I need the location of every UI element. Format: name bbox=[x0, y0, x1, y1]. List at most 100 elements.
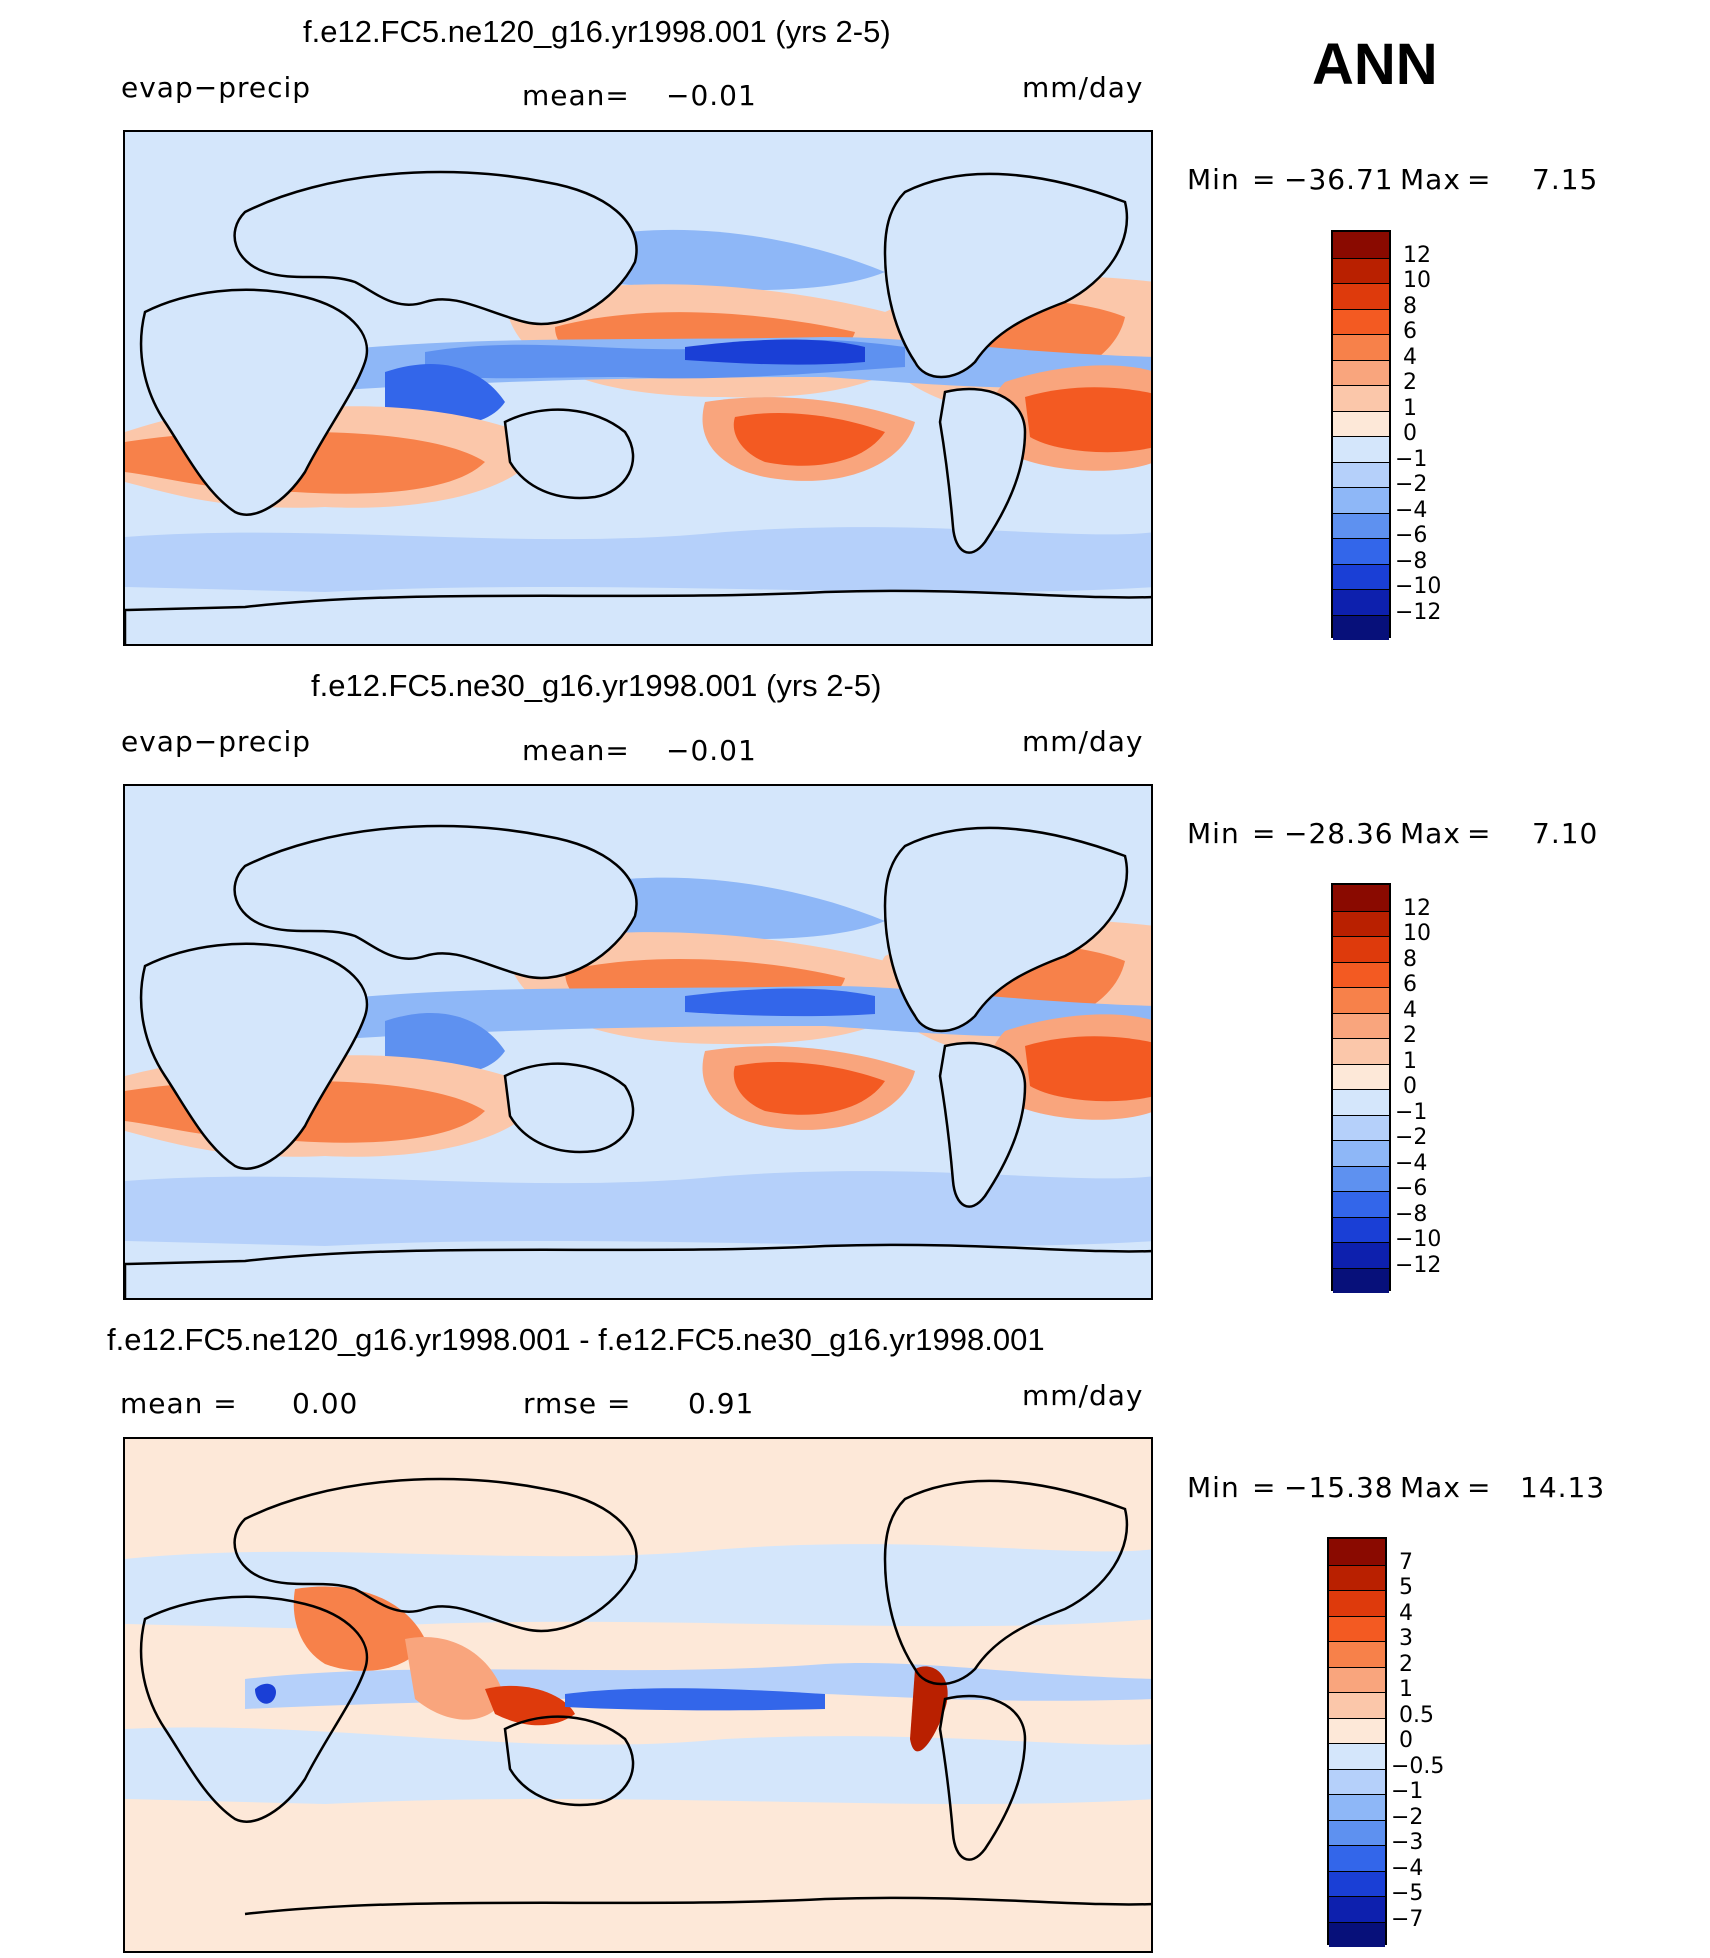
colorbar-segment bbox=[1329, 1666, 1385, 1692]
panel-2-map bbox=[123, 784, 1153, 1300]
colorbar-segment bbox=[1329, 1768, 1385, 1794]
panel-3-min-label: Min bbox=[1187, 1471, 1240, 1504]
colorbar-segment bbox=[1329, 1819, 1385, 1845]
panel-3-colorbar bbox=[1327, 1537, 1387, 1947]
colorbar-tick-label: −8 bbox=[1395, 1201, 1428, 1227]
colorbar-segment bbox=[1333, 359, 1389, 385]
colorbar-segment bbox=[1329, 1590, 1385, 1616]
panel-1-min-eq: = bbox=[1252, 163, 1277, 196]
panel-1-colorbar bbox=[1331, 230, 1391, 640]
panel-2-max-label: Max bbox=[1400, 817, 1461, 850]
colorbar-tick-label: 0 bbox=[1399, 1728, 1413, 1753]
colorbar-segment bbox=[1333, 1267, 1389, 1293]
panel-2-mean-label: mean= bbox=[522, 734, 630, 767]
colorbar-tick-label: −6 bbox=[1395, 1176, 1428, 1201]
colorbar-segment bbox=[1329, 1794, 1385, 1820]
panel-3-rmse-value: 0.91 bbox=[688, 1387, 755, 1420]
colorbar-segment bbox=[1333, 461, 1389, 487]
panel-1-variable-label: evap−precip bbox=[121, 71, 312, 104]
panel-1-min-value: −36.71 bbox=[1284, 163, 1394, 196]
colorbar-tick-label: 6 bbox=[1403, 319, 1417, 344]
colorbar-tick-label: −10 bbox=[1395, 574, 1442, 599]
panel-2-units: mm/day bbox=[1022, 725, 1144, 758]
colorbar-segment bbox=[1329, 1845, 1385, 1871]
colorbar-segment bbox=[1329, 1870, 1385, 1896]
colorbar-segment bbox=[1333, 961, 1389, 987]
colorbar-tick-label: 0 bbox=[1403, 1074, 1417, 1099]
colorbar-tick-label: 10 bbox=[1403, 268, 1431, 293]
panel-2-mean-value: −0.01 bbox=[666, 734, 757, 767]
colorbar-segment bbox=[1333, 1140, 1389, 1166]
colorbar-tick-label: 8 bbox=[1403, 946, 1417, 972]
colorbar-tick-label: 3 bbox=[1399, 1626, 1413, 1651]
colorbar-segment bbox=[1333, 487, 1389, 513]
colorbar-tick-label: −1 bbox=[1391, 1779, 1424, 1804]
colorbar-tick-label: 4 bbox=[1403, 997, 1417, 1023]
colorbar-tick-label: −1 bbox=[1395, 1099, 1428, 1125]
colorbar-segment bbox=[1333, 1191, 1389, 1217]
colorbar-tick-label: −6 bbox=[1395, 523, 1428, 548]
colorbar-segment bbox=[1333, 385, 1389, 411]
colorbar-tick-label: −12 bbox=[1395, 599, 1442, 625]
colorbar-segment bbox=[1333, 283, 1389, 309]
colorbar-segment bbox=[1333, 232, 1389, 258]
colorbar-tick-label: −2 bbox=[1395, 472, 1428, 497]
colorbar-tick-label: −8 bbox=[1395, 548, 1428, 574]
colorbar-tick-label: −1 bbox=[1395, 446, 1428, 472]
colorbar-segment bbox=[1333, 334, 1389, 360]
colorbar-segment bbox=[1329, 1896, 1385, 1922]
colorbar-segment bbox=[1333, 1063, 1389, 1089]
panel-1-mean-value: −0.01 bbox=[666, 79, 757, 112]
panel-3-min-eq: = bbox=[1252, 1471, 1277, 1504]
panel-3-max-label: Max bbox=[1400, 1471, 1461, 1504]
colorbar-segment bbox=[1329, 1692, 1385, 1718]
colorbar-tick-label: 1 bbox=[1403, 395, 1417, 421]
colorbar-tick-label: 12 bbox=[1403, 895, 1431, 921]
colorbar-tick-label: 10 bbox=[1403, 921, 1431, 946]
panel-3-mean-value: 0.00 bbox=[292, 1387, 359, 1420]
colorbar-segment bbox=[1329, 1539, 1385, 1565]
colorbar-segment bbox=[1333, 563, 1389, 589]
panel-3-max-value: 14.13 bbox=[1520, 1471, 1606, 1504]
colorbar-tick-label: 7 bbox=[1399, 1549, 1413, 1575]
colorbar-segment bbox=[1333, 614, 1389, 640]
panel-1-max-value: 7.15 bbox=[1532, 163, 1599, 196]
colorbar-segment bbox=[1333, 436, 1389, 462]
colorbar-tick-label: 4 bbox=[1399, 1600, 1413, 1626]
colorbar-segment bbox=[1329, 1615, 1385, 1641]
season-label: ANN bbox=[1312, 32, 1438, 97]
panel-2-title: f.e12.FC5.ne30_g16.yr1998.001 (yrs 2-5) bbox=[311, 668, 882, 703]
panel-2-min-eq: = bbox=[1252, 817, 1277, 850]
colorbar-segment bbox=[1329, 1641, 1385, 1667]
panel-3-units: mm/day bbox=[1022, 1379, 1144, 1412]
colorbar-tick-label: −4 bbox=[1395, 497, 1428, 523]
panel-3-mean-label: mean = bbox=[120, 1387, 238, 1420]
colorbar-tick-label: 5 bbox=[1399, 1575, 1413, 1600]
colorbar-tick-label: 2 bbox=[1403, 370, 1417, 395]
panel-2-colorbar bbox=[1331, 883, 1391, 1293]
colorbar-segment bbox=[1333, 1242, 1389, 1268]
colorbar-segment bbox=[1333, 987, 1389, 1013]
colorbar-tick-label: −2 bbox=[1391, 1804, 1424, 1830]
panel-2-min-value: −28.36 bbox=[1284, 817, 1394, 850]
colorbar-segment bbox=[1333, 910, 1389, 936]
colorbar-segment bbox=[1333, 1216, 1389, 1242]
panel-1-units: mm/day bbox=[1022, 71, 1144, 104]
colorbar-tick-label: 6 bbox=[1403, 972, 1417, 997]
panel-2-max-eq: = bbox=[1467, 817, 1492, 850]
panel-1-max-label: Max bbox=[1400, 163, 1461, 196]
panel-2-max-value: 7.10 bbox=[1532, 817, 1599, 850]
colorbar-tick-label: −3 bbox=[1391, 1830, 1424, 1855]
colorbar-segment bbox=[1329, 1921, 1385, 1947]
colorbar-tick-label: 2 bbox=[1403, 1023, 1417, 1048]
colorbar-tick-label: −2 bbox=[1395, 1125, 1428, 1150]
colorbar-tick-label: 0 bbox=[1403, 421, 1417, 446]
colorbar-tick-label: 8 bbox=[1403, 293, 1417, 319]
colorbar-tick-label: −12 bbox=[1395, 1252, 1442, 1278]
colorbar-segment bbox=[1333, 1012, 1389, 1038]
panel-1-map bbox=[123, 130, 1153, 646]
panel-3-title: f.e12.FC5.ne120_g16.yr1998.001 - f.e12.F… bbox=[107, 1322, 1045, 1357]
colorbar-segment bbox=[1333, 1089, 1389, 1115]
colorbar-tick-label: 1 bbox=[1399, 1677, 1413, 1702]
